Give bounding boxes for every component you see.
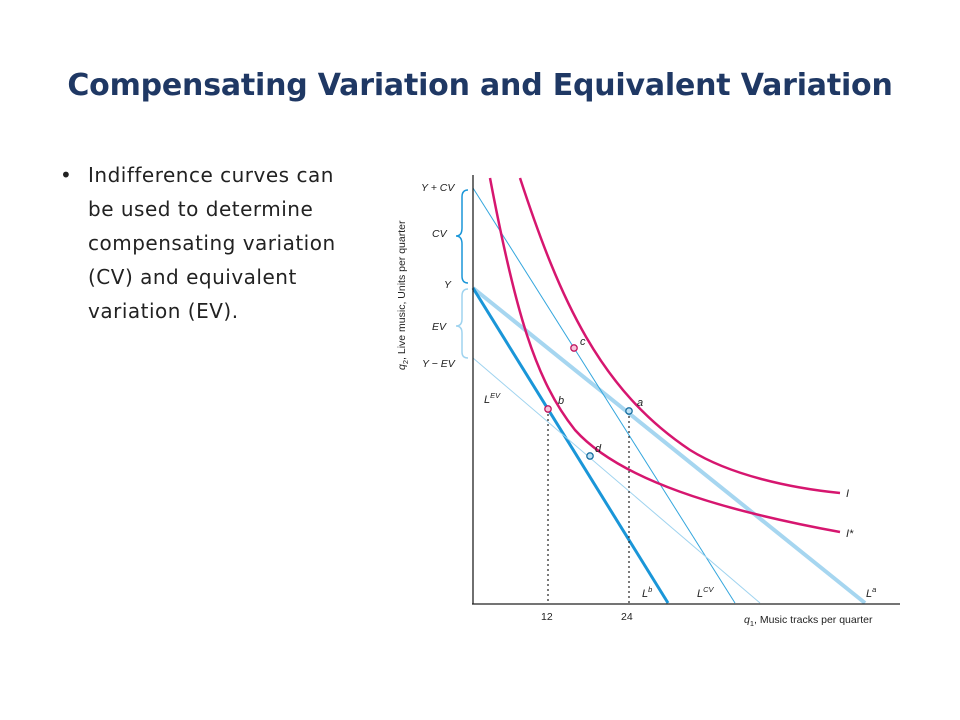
label-lb-sup: b (648, 585, 652, 594)
label-la: La (866, 585, 876, 600)
x-axis-label: q1, Music tracks per quarter (744, 614, 873, 628)
label-lev-base: L (484, 394, 490, 406)
bullet-text: Indifference curves can be used to deter… (88, 163, 336, 323)
budget-line-lcv (472, 187, 736, 604)
y-axis-label: q2, Live music, Units per quarter (396, 220, 410, 370)
cv-brace (455, 189, 469, 284)
label-d: d (595, 443, 602, 455)
y-axis-label-rest: , Live music, Units per quarter (396, 220, 408, 360)
x-axis-label-sub: 1 (750, 619, 754, 628)
cv-ev-diagram: c b a d Y + CV CV Y EV Y − EV q2, Live m… (385, 165, 915, 640)
y-tick-ev: EV (432, 321, 447, 333)
label-curve-istar: I* (846, 528, 854, 540)
y-tick-cv: CV (432, 228, 448, 240)
bullet-dot-icon: • (60, 163, 73, 187)
x-tick-24: 24 (621, 611, 633, 623)
label-lev-sup: EV (490, 391, 501, 400)
label-lb: Lb (642, 585, 652, 600)
slide-title: Compensating Variation and Equivalent Va… (67, 68, 893, 103)
budget-line-lev (472, 357, 761, 604)
y-tick-y-minus-ev: Y − EV (422, 358, 456, 370)
label-lcv-sup: CV (703, 585, 714, 594)
y-tick-y-plus-cv: Y + CV (421, 182, 455, 194)
label-curve-i: I (846, 488, 849, 500)
x-axis-label-q: q (744, 614, 750, 626)
budget-line-lb (471, 287, 670, 604)
label-la-sup: a (872, 585, 876, 594)
indifference-curve-i (518, 177, 841, 495)
y-axis-label-sub: 2 (401, 360, 410, 364)
label-la-base: L (866, 588, 872, 600)
point-a (625, 407, 633, 415)
bullet-list: • Indifference curves can be used to det… (60, 158, 350, 328)
indifference-curve-istar (488, 177, 841, 534)
label-a: a (637, 397, 643, 409)
y-axis-label-q: q (396, 364, 408, 370)
label-lcv-base: L (697, 588, 703, 600)
y-tick-y: Y (444, 279, 452, 291)
label-c: c (580, 336, 586, 348)
label-lev: LEV (484, 391, 501, 406)
bullet-item: • Indifference curves can be used to det… (60, 158, 350, 328)
budget-line-la (471, 286, 867, 605)
point-d (586, 452, 594, 460)
diagram-svg: c b a d Y + CV CV Y EV Y − EV q2, Live m… (396, 175, 900, 628)
point-c (570, 344, 578, 352)
label-b: b (558, 395, 564, 407)
ev-brace (455, 288, 469, 359)
label-lb-base: L (642, 588, 648, 600)
label-lcv: LCV (697, 585, 715, 600)
x-axis-label-rest: , Music tracks per quarter (754, 614, 873, 626)
x-tick-12: 12 (541, 611, 553, 623)
point-b (544, 405, 552, 413)
